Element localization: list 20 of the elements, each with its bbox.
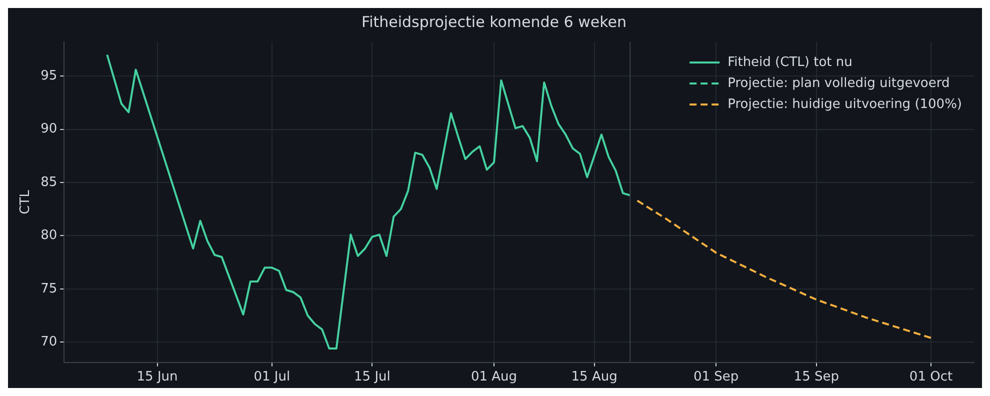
y-tick-label: 80 [40,228,58,244]
x-tick-label: 15 Jul [354,370,390,385]
legend-label: Projectie: huidige uitvoering (100%) [728,96,962,112]
legend-label: Fitheid (CTL) tot nu [728,54,852,70]
x-tick-label: 01 Aug [470,370,518,385]
y-tick-label: 75 [40,281,58,296]
y-tick-label: 70 [40,334,58,350]
x-tick-label: 15 Sep [794,370,839,385]
chart-title: Fitheidsprojectie komende 6 weken [362,12,626,31]
x-tick-label: 01 Sep [693,370,739,385]
y-tick-label: 85 [40,174,58,190]
x-tick-label: 15 Aug [571,370,618,385]
y-tick-label: 95 [40,68,58,84]
y-axis-title: CTL [18,189,34,214]
x-tick-label: 01 Jul [254,370,290,385]
line-series [636,200,932,339]
y-tick-label: 90 [40,122,58,137]
x-tick-label: 01 Oct [909,370,953,385]
x-tick-label: 15 Jun [136,370,178,385]
legend-label: Projectie: plan volledig uitgevoerd [728,76,950,91]
